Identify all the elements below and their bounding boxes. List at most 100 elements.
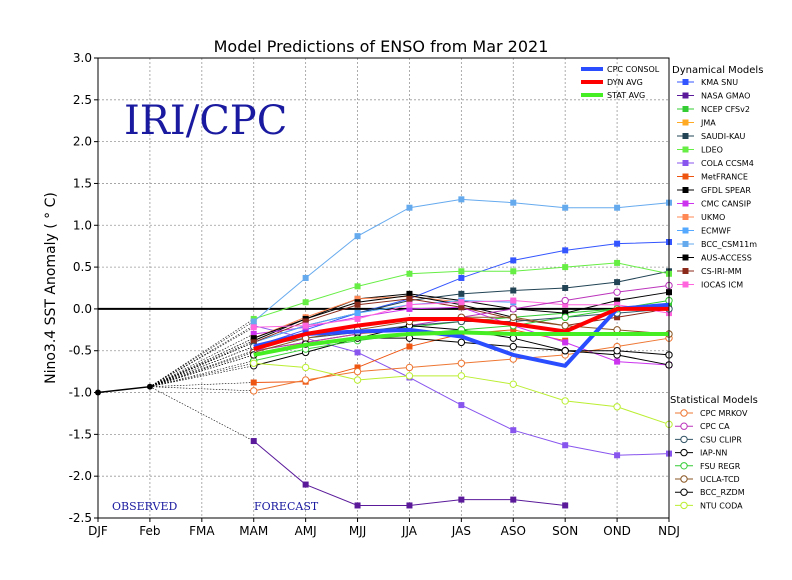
- legend-label: COLA CCSM4: [701, 159, 754, 168]
- legend-marker: [680, 422, 688, 430]
- data-point: [301, 376, 310, 384]
- legend-marker: [682, 241, 689, 247]
- data-point: [458, 402, 465, 409]
- average-line: [253, 330, 669, 357]
- legend-label: CPC CA: [700, 422, 730, 431]
- y-tick-label: 3.0: [73, 51, 92, 65]
- data-point: [510, 287, 517, 294]
- data-point: [613, 288, 621, 296]
- chart-title: Model Predictions of ENSO from Mar 2021: [214, 37, 549, 56]
- data-point: [353, 367, 362, 376]
- data-point: [562, 310, 569, 317]
- data-point: [614, 240, 621, 247]
- data-point: [302, 322, 309, 329]
- legend-label: CPC MRKOV: [700, 409, 748, 418]
- data-point: [302, 318, 309, 325]
- connector-line: [149, 337, 254, 387]
- legend-label: KMA SNU: [701, 78, 738, 87]
- data-point: [562, 301, 569, 308]
- plot-frame: [97, 57, 670, 519]
- y-tick-label: 0.0: [73, 302, 92, 316]
- legend-marker: [680, 501, 688, 510]
- y-tick-label: 0.5: [73, 260, 92, 274]
- data-point: [458, 290, 465, 297]
- data-point: [354, 310, 361, 317]
- data-point: [562, 285, 569, 291]
- forecast-label: FORECAST: [254, 500, 319, 513]
- legend-label: CMC CANSIP: [701, 200, 751, 209]
- data-point: [301, 363, 310, 372]
- connector-line: [149, 327, 254, 387]
- legend-marker: [682, 160, 689, 166]
- data-point: [510, 268, 517, 275]
- legend-label: JMA: [700, 119, 716, 128]
- data-point: [614, 314, 621, 321]
- data-point: [458, 496, 465, 503]
- connector-line: [149, 365, 254, 387]
- x-tick-label: FMA: [189, 524, 215, 538]
- y-tick-label: -0.5: [69, 344, 92, 358]
- legend-label: UCLA-TCD: [700, 475, 740, 484]
- connector-line: [149, 352, 254, 387]
- legend-label: GFDL SPEAR: [701, 186, 751, 195]
- data-point: [406, 305, 413, 312]
- data-point: [561, 347, 569, 355]
- data-point: [458, 274, 465, 281]
- data-point: [405, 363, 414, 372]
- connector-line: [149, 325, 254, 387]
- dynamical-legend-title: Dynamical Models: [672, 65, 763, 76]
- data-point: [406, 301, 413, 308]
- legend-marker: [680, 488, 688, 496]
- averages-legend: CPC CONSOL DYN AVG STAT AVG: [581, 65, 660, 100]
- legend-label: NTU CODA: [700, 501, 743, 510]
- statistical-legend-title: Statistical Models: [670, 395, 758, 406]
- data-point: [457, 338, 466, 347]
- legend-marker: [682, 187, 689, 193]
- data-point: [250, 324, 257, 331]
- data-point: [509, 380, 517, 388]
- data-point: [250, 379, 257, 386]
- legend-label: UKMO: [701, 213, 725, 222]
- data-point: [562, 502, 569, 509]
- data-point: [614, 358, 621, 365]
- y-tick-label: -1.0: [69, 386, 92, 400]
- legend-marker: [680, 435, 688, 444]
- y-tick-label: 2.5: [73, 93, 92, 107]
- legend-marker: [682, 214, 689, 220]
- legend-marker: [680, 475, 688, 483]
- data-point: [354, 349, 361, 356]
- data-point: [354, 364, 361, 371]
- legend-label: AUS-ACCESS: [701, 254, 752, 263]
- y-tick-label: 2.0: [73, 135, 92, 149]
- legend-marker: [682, 227, 689, 234]
- observed-line: [97, 385, 150, 394]
- connector-line: [149, 354, 254, 387]
- x-tick-label: ASO: [501, 524, 526, 538]
- data-point: [509, 305, 517, 313]
- data-point: [250, 335, 257, 342]
- legend-marker: [682, 133, 689, 139]
- legend-label: BCC_RZDM: [700, 488, 745, 497]
- x-tick-label: AMJ: [295, 524, 317, 538]
- data-point: [510, 297, 517, 304]
- legend-label: FSU REGR: [700, 462, 741, 471]
- observed-point: [146, 383, 153, 390]
- data-point: [510, 257, 517, 264]
- data-point: [354, 233, 361, 240]
- data-point: [510, 199, 517, 206]
- x-tick-label: MAM: [239, 524, 268, 538]
- legend-label: ECMWF: [701, 227, 731, 236]
- x-tick-label: DJF: [88, 524, 108, 538]
- legend-marker: [682, 281, 689, 288]
- model-line: [253, 295, 514, 339]
- legend-marker: [680, 448, 688, 457]
- model-line: [253, 300, 514, 343]
- y-tick-label: -2.5: [69, 511, 92, 525]
- data-point: [250, 438, 257, 445]
- data-point: [510, 427, 517, 434]
- data-point: [354, 283, 361, 290]
- connector-line: [149, 333, 254, 387]
- legend-marker: [682, 146, 689, 153]
- legend-label: MetFRANCE: [701, 173, 748, 182]
